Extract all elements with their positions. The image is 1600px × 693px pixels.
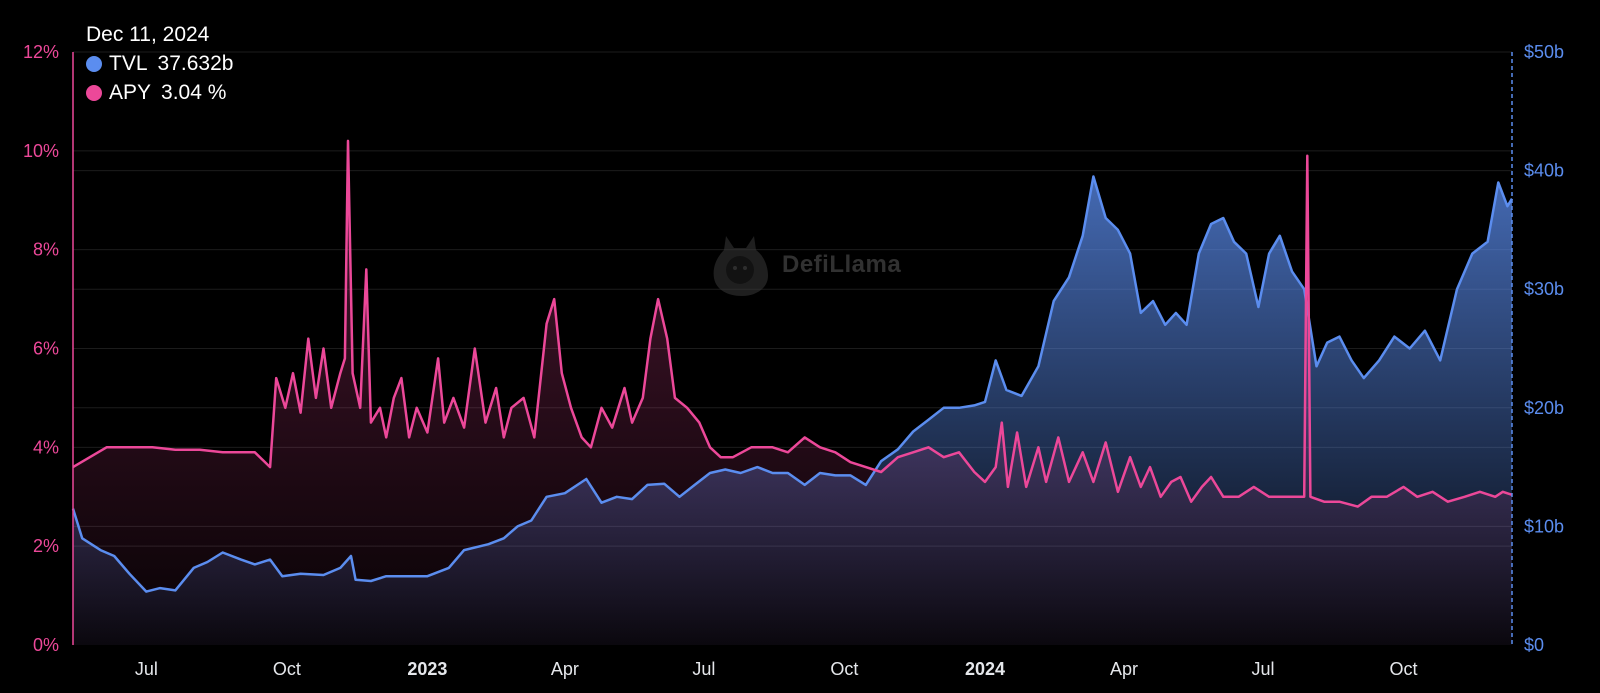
area-fills: [73, 140, 1512, 645]
y-right-tick-label: $0: [1524, 635, 1544, 655]
llama-logo-icon: [713, 236, 768, 296]
x-tick-label: Jul: [692, 659, 715, 679]
tooltip-tvl-value: 37.632b: [157, 52, 234, 75]
y-left-tick-label: 6%: [33, 339, 59, 359]
x-tick-label: Apr: [1110, 659, 1138, 679]
apy-line: [72, 139, 1513, 508]
x-tick-label: Oct: [1390, 659, 1418, 679]
y-left-tick-label: 4%: [33, 437, 59, 457]
apy-area: [73, 140, 1512, 645]
x-tick-label: Jul: [135, 659, 158, 679]
tooltip-tvl-label: TVL: [109, 52, 148, 75]
x-tick-label: Oct: [830, 659, 858, 679]
chart-tooltip: Dec 11, 2024 TVL 37.632b APY 3.04 %: [86, 20, 233, 107]
y-right-tick-label: $10b: [1524, 516, 1564, 536]
x-tick-label: 2023: [407, 659, 447, 679]
tooltip-date: Dec 11, 2024: [86, 23, 210, 46]
tooltip-apy-value: 3.04 %: [161, 81, 227, 104]
series-lines: [71, 139, 1514, 593]
y-right-tick-label: $40b: [1524, 161, 1564, 181]
tvl-line: [71, 175, 1514, 593]
watermark-text: DefiLlama: [782, 251, 902, 278]
y-axis-left-ticks: 0% 2% 4% 6% 8% 10% 12%: [23, 42, 59, 655]
y-left-tick-label: 12%: [23, 42, 59, 62]
y-left-tick-label: 10%: [23, 141, 59, 161]
tvl-legend-dot: [86, 55, 102, 72]
axes: [72, 52, 1513, 645]
tooltip-apy-row: APY 3.04 %: [86, 78, 233, 107]
x-tick-label: Apr: [551, 659, 579, 679]
y-left-tick-label: 2%: [33, 536, 59, 556]
tooltip-apy-label: APY: [109, 81, 152, 104]
x-axis-ticks: Jul Oct 2023 Apr Jul Oct 2024 Apr Jul Oct: [135, 659, 1418, 679]
x-tick-label: 2024: [965, 659, 1005, 679]
y-right-tick-label: $20b: [1524, 398, 1564, 418]
y-left-tick-label: 0%: [33, 635, 59, 655]
apy-legend-dot: [86, 84, 102, 101]
x-tick-label: Oct: [273, 659, 301, 679]
x-tick-label: Jul: [1251, 659, 1274, 679]
tooltip-tvl-row: TVL 37.632b: [86, 49, 233, 78]
y-right-tick-label: $30b: [1524, 279, 1564, 299]
y-axis-right-ticks: $0 $10b $20b $30b $40b $50b: [1524, 42, 1564, 655]
y-right-tick-label: $50b: [1524, 42, 1564, 62]
y-left-tick-label: 8%: [33, 240, 59, 260]
defillama-watermark: DefiLlama: [712, 232, 901, 298]
